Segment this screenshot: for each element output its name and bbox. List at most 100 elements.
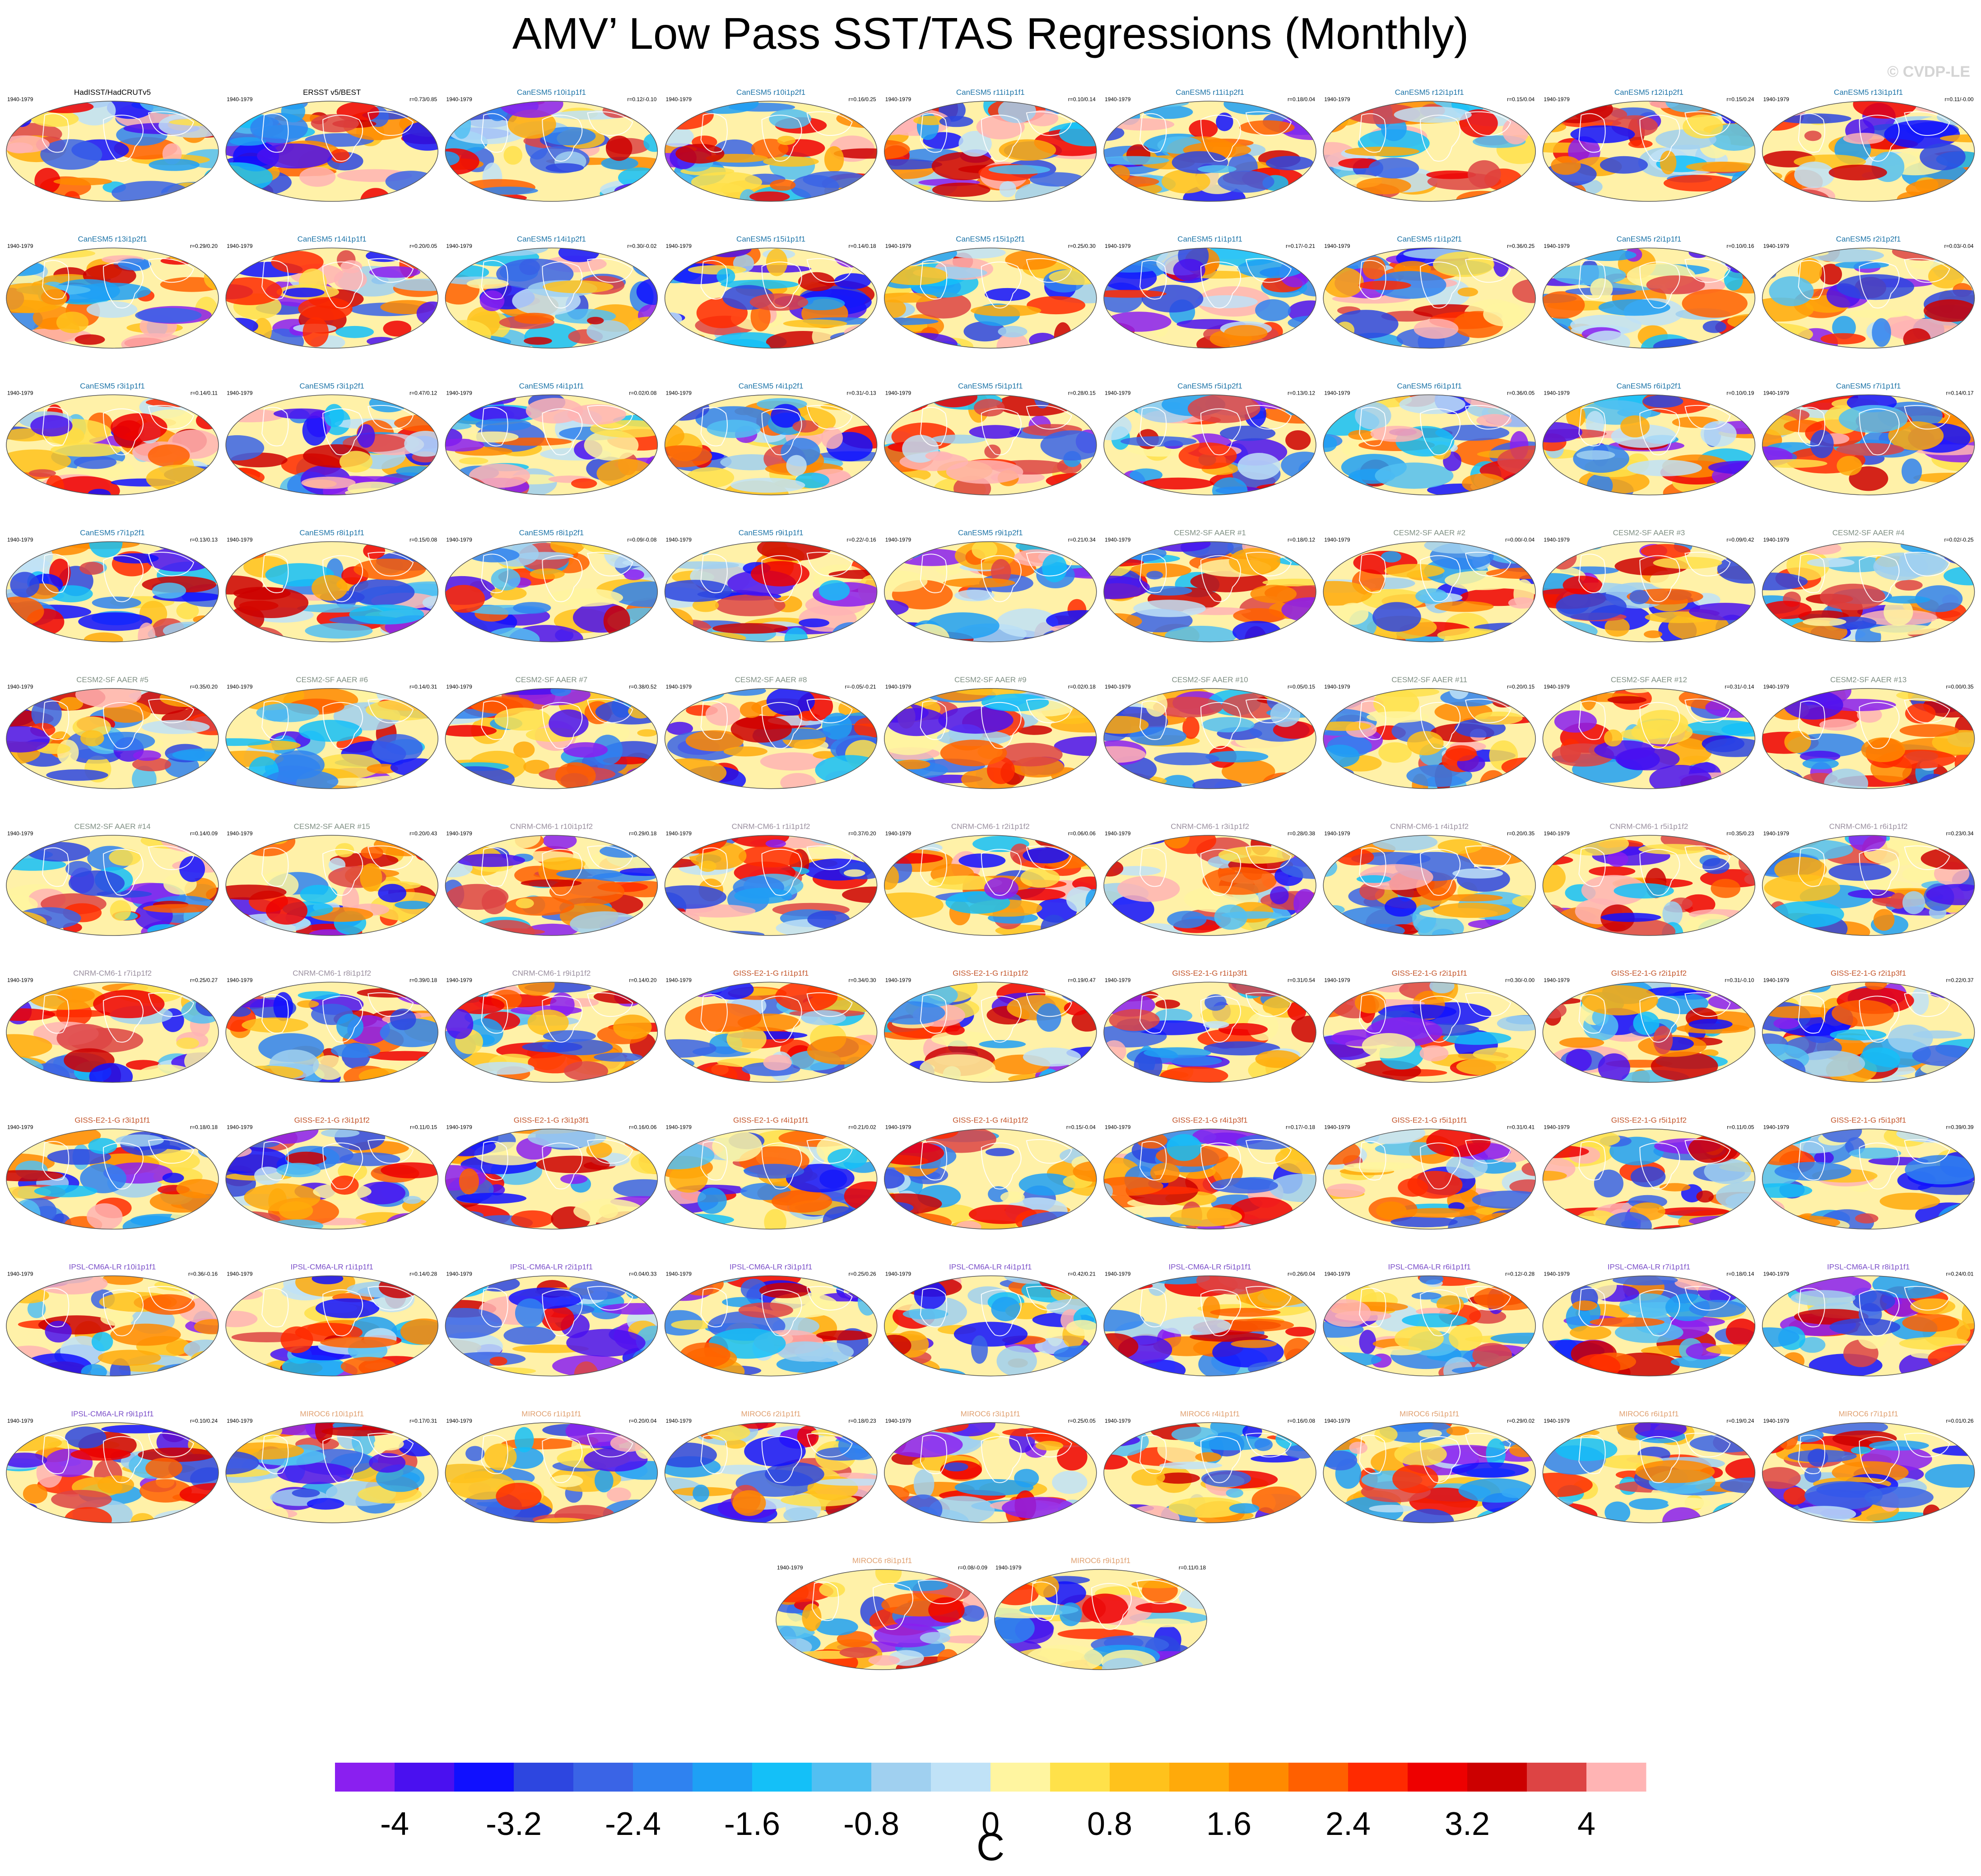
- panel-correlation: r=0.01/0.26: [1946, 1418, 1974, 1424]
- map-border: [1323, 688, 1536, 789]
- panel-title: CNRM-CM6-1 r5i1p1f2: [1609, 822, 1688, 831]
- map-border: [1542, 394, 1756, 496]
- panel-period: 1940-1979: [666, 1124, 692, 1130]
- map-border: [884, 394, 1097, 496]
- coastlines: [1578, 405, 1731, 456]
- map-panel: CanESM5 r1i1p1f1 1940-1979 r=0.17/-0.21: [1103, 235, 1316, 349]
- panel-period: 1940-1979: [1105, 1418, 1131, 1424]
- panel-period: 1940-1979: [1324, 1271, 1350, 1277]
- map-border: [1103, 1128, 1316, 1230]
- map-panel: CESM2-SF AAER #14 1940-1979 r=0.14/0.09: [6, 822, 219, 936]
- map-border: [6, 1422, 219, 1523]
- panel-correlation: r=0.37/0.20: [849, 830, 876, 837]
- panel-title: CESM2-SF AAER #5: [76, 675, 149, 684]
- map-border: [1762, 1422, 1975, 1523]
- coastlines: [1578, 1286, 1731, 1336]
- coastlines: [261, 405, 414, 456]
- panel-correlation: r=0.13/0.13: [190, 537, 218, 543]
- map-panel: MIROC6 r9i1p1f1 1940-1979 r=0.11/0.18: [994, 1556, 1207, 1670]
- map-field: [1762, 835, 1975, 936]
- map-panel: CanESM5 r11i1p2f1 1940-1979 r=0.18/0.04: [1103, 88, 1316, 202]
- coastlines: [1359, 698, 1511, 749]
- panel-correlation: r=0.15/0.08: [409, 537, 437, 543]
- panel-correlation: r=0.21/0.34: [1068, 537, 1096, 543]
- map-field: [665, 395, 877, 495]
- panel-correlation: r=0.17/-0.18: [1286, 1124, 1315, 1130]
- coastlines: [1798, 845, 1950, 896]
- coastlines: [1578, 258, 1731, 309]
- panel-title: CESM2-SF AAER #6: [296, 675, 368, 684]
- map-panel: CanESM5 r9i1p1f1 1940-1979 r=0.22/-0.16: [664, 529, 878, 642]
- map-panel: MIROC6 r10i1p1f1 1940-1979 r=0.17/0.31: [225, 1410, 438, 1523]
- colorbar-box: [752, 1763, 812, 1792]
- panel-correlation: r=0.18/0.23: [849, 1418, 876, 1424]
- panel-title: CanESM5 r13i1p1f1: [1834, 88, 1903, 97]
- coastlines: [1798, 1433, 1950, 1483]
- map-border: [1762, 688, 1975, 789]
- panel-correlation: r=0.12/-0.10: [627, 96, 656, 102]
- panel-title: GISS-E2-1-G r5i1p1f2: [1611, 1116, 1687, 1124]
- map-panel: IPSL-CM6A-LR r10i1p1f1 1940-1979 r=0.36/-0…: [6, 1263, 219, 1377]
- coastlines: [1798, 405, 1950, 456]
- panel-title: CanESM5 r10i1p1f1: [517, 88, 586, 97]
- panel-correlation: r=0.20/0.04: [629, 1418, 656, 1424]
- map-border: [664, 101, 878, 202]
- coastlines: [261, 845, 414, 896]
- map-border: [1323, 1422, 1536, 1523]
- panel-correlation: r=0.21/0.02: [849, 1124, 876, 1130]
- panel-title: IPSL-CM6A-LR r2i1p1f1: [510, 1263, 593, 1271]
- panel-correlation: r=0.25/0.27: [190, 977, 218, 983]
- panel-title: CESM2-SF AAER #3: [1613, 529, 1685, 537]
- panel-title: CanESM5 r4i1p1f1: [519, 382, 584, 390]
- map-panel: GISS-E2-1-G r1i1p3f1 1940-1979 r=0.31/0.54: [1103, 969, 1316, 1083]
- coastlines: [481, 258, 633, 309]
- panel-correlation: r=0.10/0.16: [1726, 243, 1754, 249]
- panel-title: GISS-E2-1-G r3i1p1f2: [294, 1116, 370, 1124]
- panel-title: CanESM5 r5i1p1f1: [958, 382, 1023, 390]
- panel-period: 1940-1979: [446, 977, 472, 983]
- map-border: [445, 1128, 658, 1230]
- map-border: [664, 835, 878, 936]
- panel-correlation: r=0.31/-0.13: [847, 390, 876, 396]
- panel-correlation: r=0.25/0.26: [849, 1271, 876, 1277]
- panel-correlation: r=0.08/-0.09: [958, 1564, 987, 1571]
- map-panel: CanESM5 r4i1p2f1 1940-1979 r=0.31/-0.13: [664, 382, 878, 496]
- panel-title: CanESM5 r12i1p1f1: [1395, 88, 1464, 97]
- panel-period: 1940-1979: [227, 1418, 253, 1424]
- panel-correlation: r=0.09/-0.08: [627, 537, 656, 543]
- panel-title: CESM2-SF AAER #13: [1830, 675, 1907, 684]
- panel-period: 1940-1979: [446, 830, 472, 837]
- map-field: [665, 541, 877, 642]
- map-border: [6, 1128, 219, 1230]
- panel-title: GISS-E2-1-G r4i1p1f1: [733, 1116, 809, 1124]
- map-border: [664, 247, 878, 349]
- map-field: [445, 101, 658, 201]
- map-panel: CanESM5 r5i1p2f1 1940-1979 r=0.13/0.12: [1103, 382, 1316, 496]
- map-panel: CanESM5 r14i1p1f1 1940-1979 r=0.20/0.05: [225, 235, 438, 349]
- coastlines: [700, 405, 853, 456]
- colorbar-box: [1050, 1763, 1110, 1792]
- map-field: [1104, 541, 1316, 642]
- panel-period: 1940-1979: [885, 684, 911, 690]
- panel-correlation: r=0.28/0.15: [1068, 390, 1096, 396]
- map-border: [1542, 982, 1756, 1083]
- panel-title: GISS-E2-1-G r1i1p1f2: [953, 969, 1028, 978]
- map-panel: CESM2-SF AAER #10 1940-1979 r=0.05/0.15: [1103, 675, 1316, 789]
- panel-period: 1940-1979: [227, 830, 253, 837]
- map-border: [1762, 247, 1975, 349]
- panel-period: 1940-1979: [1544, 243, 1570, 249]
- panel-period: 1940-1979: [7, 96, 33, 102]
- panel-period: 1940-1979: [1324, 537, 1350, 543]
- panel-period: 1940-1979: [227, 96, 253, 102]
- panel-period: 1940-1979: [885, 537, 911, 543]
- coastlines: [42, 552, 195, 602]
- coastlines: [1578, 1433, 1731, 1483]
- map-border: [225, 1275, 438, 1377]
- panel-correlation: r=0.19/0.24: [1726, 1418, 1754, 1424]
- map-field: [1323, 541, 1536, 642]
- map-panel: CNRM-CM6-1 r3i1p1f2 1940-1979 r=0.28/0.38: [1103, 822, 1316, 936]
- coastlines: [1139, 845, 1292, 896]
- coastlines: [261, 698, 414, 749]
- panel-title: CNRM-CM6-1 r9i1p1f2: [512, 969, 591, 978]
- panel-period: 1940-1979: [666, 977, 692, 983]
